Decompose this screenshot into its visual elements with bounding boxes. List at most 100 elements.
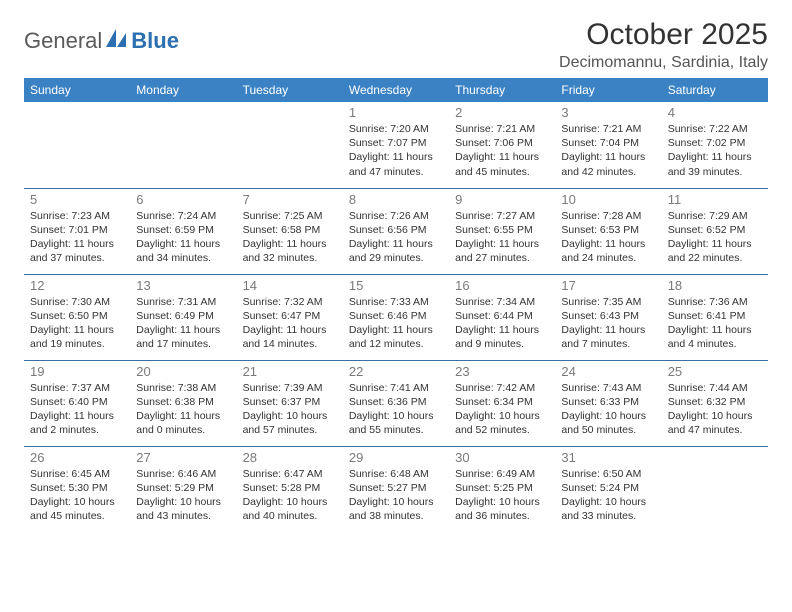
daylight-text: and 45 minutes.	[455, 165, 549, 179]
calendar-day-cell: 15Sunrise: 7:33 AMSunset: 6:46 PMDayligh…	[343, 274, 449, 360]
sunset-text: Sunset: 5:27 PM	[349, 481, 443, 495]
daylight-text: Daylight: 11 hours	[455, 150, 549, 164]
daylight-text: and 55 minutes.	[349, 423, 443, 437]
daylight-text: and 36 minutes.	[455, 509, 549, 523]
daylight-text: Daylight: 11 hours	[136, 323, 230, 337]
daylight-text: Daylight: 11 hours	[349, 323, 443, 337]
sunset-text: Sunset: 5:25 PM	[455, 481, 549, 495]
daylight-text: and 33 minutes.	[561, 509, 655, 523]
daylight-text: Daylight: 10 hours	[668, 409, 762, 423]
weekday-header: Tuesday	[237, 78, 343, 102]
day-number: 25	[668, 364, 762, 379]
daylight-text: and 34 minutes.	[136, 251, 230, 265]
day-number: 21	[243, 364, 337, 379]
daylight-text: Daylight: 11 hours	[136, 237, 230, 251]
sunset-text: Sunset: 5:28 PM	[243, 481, 337, 495]
day-number: 18	[668, 278, 762, 293]
calendar-day-cell: 1Sunrise: 7:20 AMSunset: 7:07 PMDaylight…	[343, 102, 449, 188]
sunset-text: Sunset: 6:34 PM	[455, 395, 549, 409]
calendar-day-cell: 28Sunrise: 6:47 AMSunset: 5:28 PMDayligh…	[237, 446, 343, 532]
daylight-text: Daylight: 11 hours	[243, 323, 337, 337]
calendar-day-cell: 22 Sunrise: 7:41 AMSunset: 6:36 PMDayligh…	[343, 360, 449, 446]
day-number: 2	[455, 105, 549, 120]
day-number: 22	[349, 364, 443, 379]
sunrise-text: Sunrise: 7:42 AM	[455, 381, 549, 395]
daylight-text: and 4 minutes.	[668, 337, 762, 351]
weekday-header: Thursday	[449, 78, 555, 102]
calendar-day-cell: 19Sunrise: 7:37 AMSunset: 6:40 PMDayligh…	[24, 360, 130, 446]
sunset-text: Sunset: 6:53 PM	[561, 223, 655, 237]
day-number: 28	[243, 450, 337, 465]
calendar-day-cell: 7Sunrise: 7:25 AMSunset: 6:58 PMDaylight…	[237, 188, 343, 274]
daylight-text: and 29 minutes.	[349, 251, 443, 265]
day-number: 1	[349, 105, 443, 120]
sunrise-text: Sunrise: 7:31 AM	[136, 295, 230, 309]
day-number: 13	[136, 278, 230, 293]
daylight-text: Daylight: 11 hours	[668, 237, 762, 251]
sunset-text: Sunset: 6:56 PM	[349, 223, 443, 237]
sunset-text: Sunset: 6:32 PM	[668, 395, 762, 409]
daylight-text: and 0 minutes.	[136, 423, 230, 437]
daylight-text: Daylight: 11 hours	[668, 323, 762, 337]
sunset-text: Sunset: 6:36 PM	[349, 395, 443, 409]
calendar-day-cell: 2Sunrise: 7:21 AMSunset: 7:06 PMDaylight…	[449, 102, 555, 188]
title-block: October 2025 Decimomannu, Sardinia, Ital…	[559, 18, 768, 72]
day-number: 9	[455, 192, 549, 207]
daylight-text: Daylight: 10 hours	[30, 495, 124, 509]
sunset-text: Sunset: 6:49 PM	[136, 309, 230, 323]
daylight-text: Daylight: 10 hours	[561, 409, 655, 423]
sunset-text: Sunset: 6:47 PM	[243, 309, 337, 323]
daylight-text: and 14 minutes.	[243, 337, 337, 351]
daylight-text: and 37 minutes.	[30, 251, 124, 265]
day-number: 11	[668, 192, 762, 207]
sunrise-text: Sunrise: 7:27 AM	[455, 209, 549, 223]
daylight-text: Daylight: 10 hours	[243, 495, 337, 509]
calendar-week-row: 1Sunrise: 7:20 AMSunset: 7:07 PMDaylight…	[24, 102, 768, 188]
calendar-day-cell: 25Sunrise: 7:44 AMSunset: 6:32 PMDayligh…	[662, 360, 768, 446]
calendar-day-cell: 21Sunrise: 7:39 AMSunset: 6:37 PMDayligh…	[237, 360, 343, 446]
calendar-week-row: 5Sunrise: 7:23 AMSunset: 7:01 PMDaylight…	[24, 188, 768, 274]
sunset-text: Sunset: 6:46 PM	[349, 309, 443, 323]
sunset-text: Sunset: 7:04 PM	[561, 136, 655, 150]
day-number: 17	[561, 278, 655, 293]
daylight-text: Daylight: 10 hours	[136, 495, 230, 509]
sunrise-text: Sunrise: 7:20 AM	[349, 122, 443, 136]
sunset-text: Sunset: 6:52 PM	[668, 223, 762, 237]
daylight-text: Daylight: 11 hours	[561, 150, 655, 164]
daylight-text: Daylight: 11 hours	[455, 237, 549, 251]
sunrise-text: Sunrise: 7:24 AM	[136, 209, 230, 223]
calendar-body: 1Sunrise: 7:20 AMSunset: 7:07 PMDaylight…	[24, 102, 768, 532]
calendar-week-row: 26Sunrise: 6:45 AMSunset: 5:30 PMDayligh…	[24, 446, 768, 532]
calendar-day-cell: 31Sunrise: 6:50 AMSunset: 5:24 PMDayligh…	[555, 446, 661, 532]
daylight-text: and 40 minutes.	[243, 509, 337, 523]
calendar-day-cell: 17Sunrise: 7:35 AMSunset: 6:43 PMDayligh…	[555, 274, 661, 360]
sunset-text: Sunset: 5:24 PM	[561, 481, 655, 495]
daylight-text: and 9 minutes.	[455, 337, 549, 351]
day-number: 19	[30, 364, 124, 379]
daylight-text: Daylight: 10 hours	[349, 409, 443, 423]
calendar-day-cell: 30Sunrise: 6:49 AMSunset: 5:25 PMDayligh…	[449, 446, 555, 532]
day-number: 3	[561, 105, 655, 120]
calendar-day-cell	[237, 102, 343, 188]
location-subtitle: Decimomannu, Sardinia, Italy	[559, 54, 768, 72]
weekday-header: Friday	[555, 78, 661, 102]
sunrise-text: Sunrise: 6:48 AM	[349, 467, 443, 481]
sunset-text: Sunset: 6:38 PM	[136, 395, 230, 409]
daylight-text: and 17 minutes.	[136, 337, 230, 351]
sunrise-text: Sunrise: 7:43 AM	[561, 381, 655, 395]
daylight-text: Daylight: 10 hours	[561, 495, 655, 509]
sunrise-text: Sunrise: 6:46 AM	[136, 467, 230, 481]
calendar-day-cell: 24Sunrise: 7:43 AMSunset: 6:33 PMDayligh…	[555, 360, 661, 446]
calendar-day-cell: 3Sunrise: 7:21 AMSunset: 7:04 PMDaylight…	[555, 102, 661, 188]
daylight-text: and 2 minutes.	[30, 423, 124, 437]
daylight-text: Daylight: 11 hours	[455, 323, 549, 337]
daylight-text: Daylight: 11 hours	[349, 237, 443, 251]
day-number: 4	[668, 105, 762, 120]
day-number: 31	[561, 450, 655, 465]
calendar-day-cell: 9Sunrise: 7:27 AMSunset: 6:55 PMDaylight…	[449, 188, 555, 274]
daylight-text: Daylight: 10 hours	[243, 409, 337, 423]
day-number: 20	[136, 364, 230, 379]
sunrise-text: Sunrise: 7:41 AM	[349, 381, 443, 395]
daylight-text: and 27 minutes.	[455, 251, 549, 265]
day-number: 5	[30, 192, 124, 207]
